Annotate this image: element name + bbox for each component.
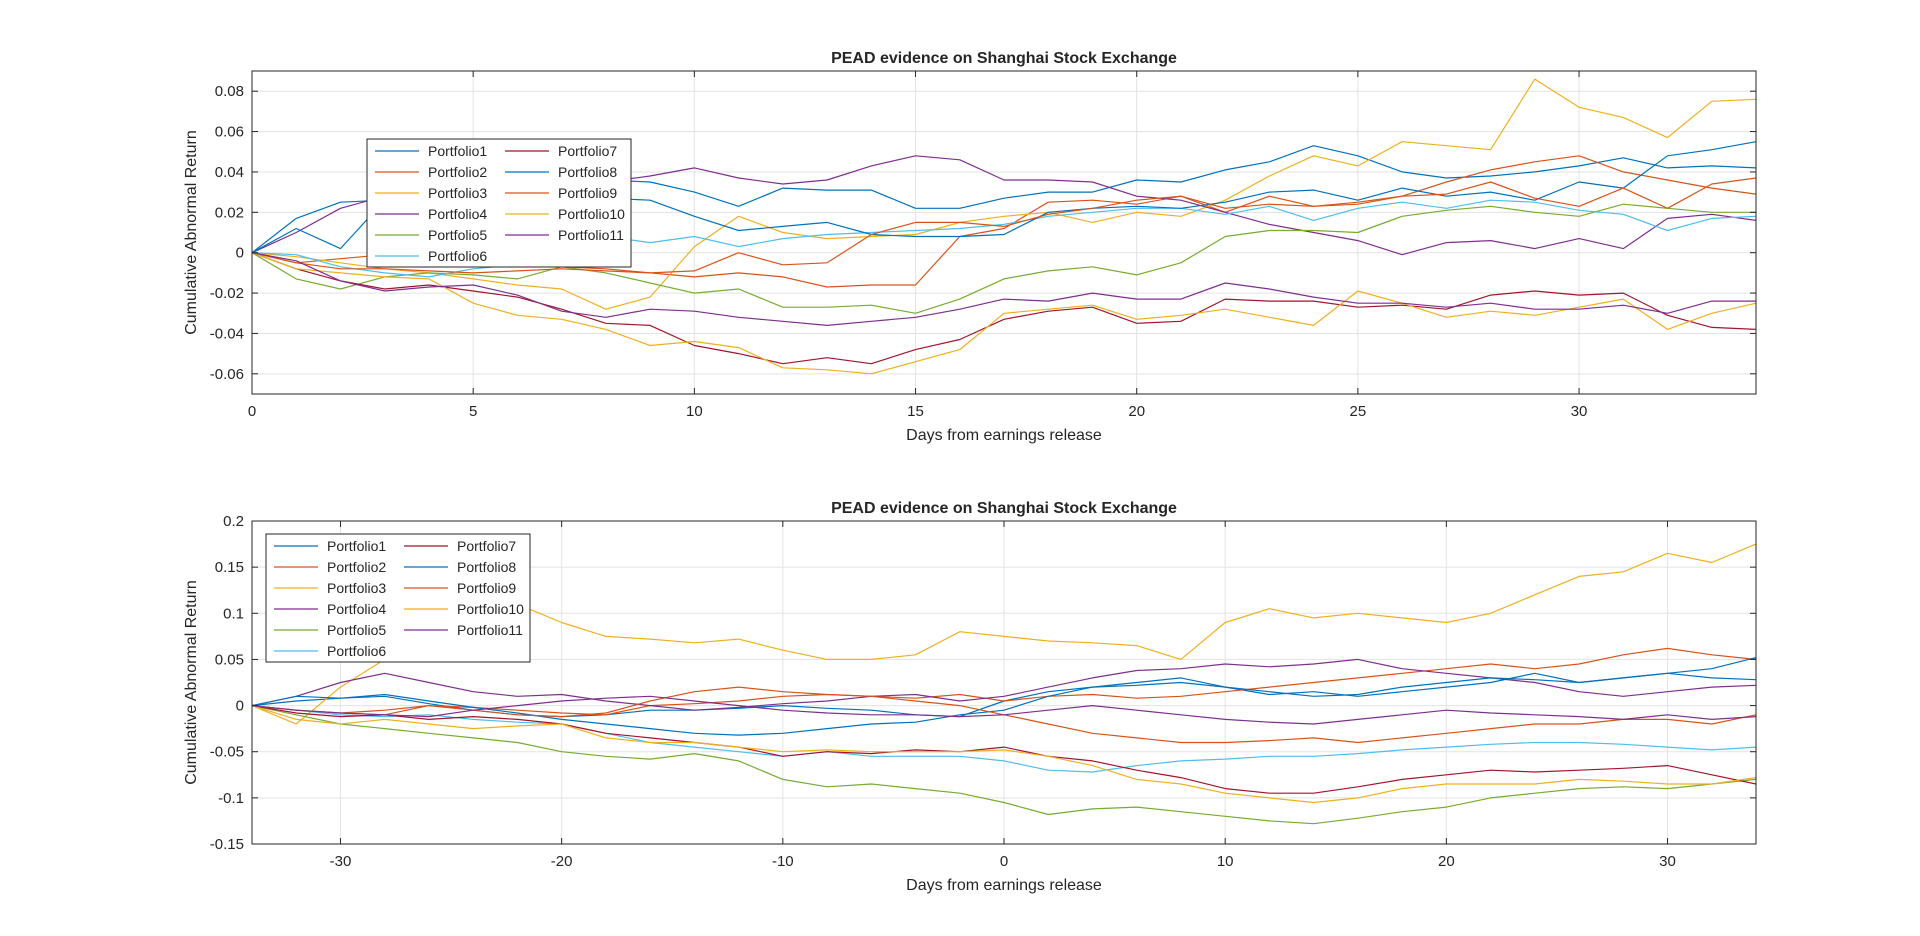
axes-box (251, 70, 1757, 395)
y-tick-label: 0 (236, 698, 244, 715)
y-tick-label: -0.04 (210, 325, 244, 342)
legend-entry: Portfolio1 (327, 538, 386, 554)
x-tick-label: 30 (1659, 853, 1676, 870)
legend-entry: Portfolio5 (428, 227, 487, 243)
y-tick-label: -0.15 (210, 836, 244, 853)
y-tick-label: 0.04 (215, 164, 244, 181)
x-tick-label: -20 (551, 853, 573, 870)
series-line-portfolio2 (251, 647, 1757, 716)
x-tick-label: 5 (469, 403, 477, 420)
x-tick-label: 10 (1217, 853, 1234, 870)
series-line-portfolio4 (251, 658, 1757, 711)
x-axis-label: Days from earnings release (906, 427, 1102, 444)
legend-entry: Portfolio10 (457, 601, 524, 617)
series-line-portfolio7 (251, 705, 1757, 794)
legend-entry: Portfolio4 (428, 206, 487, 222)
legend-entry: Portfolio9 (457, 580, 516, 596)
series-line-portfolio11 (251, 695, 1757, 725)
x-tick-label: 15 (907, 403, 924, 420)
legend: Portfolio1 Portfolio2 Portfolio3 Portfolio4… (366, 138, 632, 268)
top-chart: 0 5 10 15 20 25 30 -0.06 -0.04 -0.02 0 0.02 0.04 0.06… (183, 50, 1757, 444)
y-tick-label: -0.05 (210, 744, 244, 761)
y-tick-label: -0.02 (210, 285, 244, 302)
legend-entry: Portfolio3 (428, 185, 487, 201)
x-tick-label: -10 (772, 853, 794, 870)
y-tick-label: 0.08 (215, 83, 244, 100)
x-tick-label: 30 (1571, 403, 1588, 420)
y-tick-label: -0.06 (210, 366, 244, 383)
legend-entry: Portfolio7 (457, 538, 516, 554)
series-line-portfolio9 (251, 177, 1757, 274)
series-line-portfolio5 (251, 705, 1757, 825)
legend: Portfolio1 Portfolio2 Portfolio3 Portfolio4… (265, 533, 531, 663)
x-tick-label: 20 (1438, 853, 1455, 870)
legend-box (265, 533, 531, 663)
y-axis-label: Cumulative Abnormal Return (183, 130, 200, 335)
chart-title: PEAD evidence on Shanghai Stock Exchange (831, 500, 1177, 517)
y-tick-label: -0.1 (218, 790, 244, 807)
legend-entry: Portfolio1 (428, 143, 487, 159)
x-tick-label: 0 (248, 403, 256, 420)
series-line-portfolio3 (251, 78, 1757, 310)
x-tick-label: 0 (1000, 853, 1008, 870)
x-tick-label: 10 (686, 403, 703, 420)
legend-entry: Portfolio10 (558, 206, 625, 222)
y-tick-label: 0.02 (215, 204, 244, 221)
legend-entry: Portfolio4 (327, 601, 386, 617)
legend-entry: Portfolio6 (327, 643, 386, 659)
series-line-portfolio6 (251, 705, 1757, 773)
series-line-portfolio11 (251, 252, 1756, 326)
y-tick-label: 0.06 (215, 124, 244, 141)
legend-entry: Portfolio5 (327, 622, 386, 638)
legend-box (366, 138, 632, 268)
y-tick-label: 0.15 (215, 559, 244, 576)
y-axis-label: Cumulative Abnormal Return (183, 580, 200, 785)
chart-title: PEAD evidence on Shanghai Stock Exchange (831, 50, 1177, 67)
y-tick-label: 0.2 (223, 513, 244, 530)
legend-entry: Portfolio11 (558, 227, 624, 243)
series-line-portfolio7 (251, 252, 1757, 365)
legend-entry: Portfolio6 (428, 248, 487, 264)
x-tick-label: -30 (330, 853, 352, 870)
series-line-portfolio10 (251, 252, 1757, 375)
legend-entry: Portfolio3 (327, 580, 386, 596)
legend-entry: Portfolio2 (327, 559, 386, 575)
y-tick-label: 0 (236, 245, 244, 262)
x-tick-label: 20 (1128, 403, 1145, 420)
legend-entry: Portfolio9 (558, 185, 617, 201)
legend-entry: Portfolio7 (558, 143, 617, 159)
legend-entry: Portfolio8 (457, 559, 516, 575)
series-line-portfolio8 (251, 657, 1757, 736)
legend-entry: Portfolio2 (428, 164, 487, 180)
legend-entry: Portfolio11 (457, 622, 523, 638)
series-line-portfolio5 (251, 203, 1756, 314)
x-tick-label: 25 (1350, 403, 1367, 420)
series-line-portfolio10 (251, 705, 1757, 804)
y-tick-label: 0.05 (215, 651, 244, 668)
bottom-chart: -30 -20 -10 0 10 20 30 -0.15 -0.1 -0.05 0 0.05 0.1 0.… (183, 500, 1757, 894)
x-axis-label: Days from earnings release (906, 877, 1102, 894)
y-tick-label: 0.1 (223, 605, 244, 622)
legend-entry: Portfolio8 (558, 164, 617, 180)
